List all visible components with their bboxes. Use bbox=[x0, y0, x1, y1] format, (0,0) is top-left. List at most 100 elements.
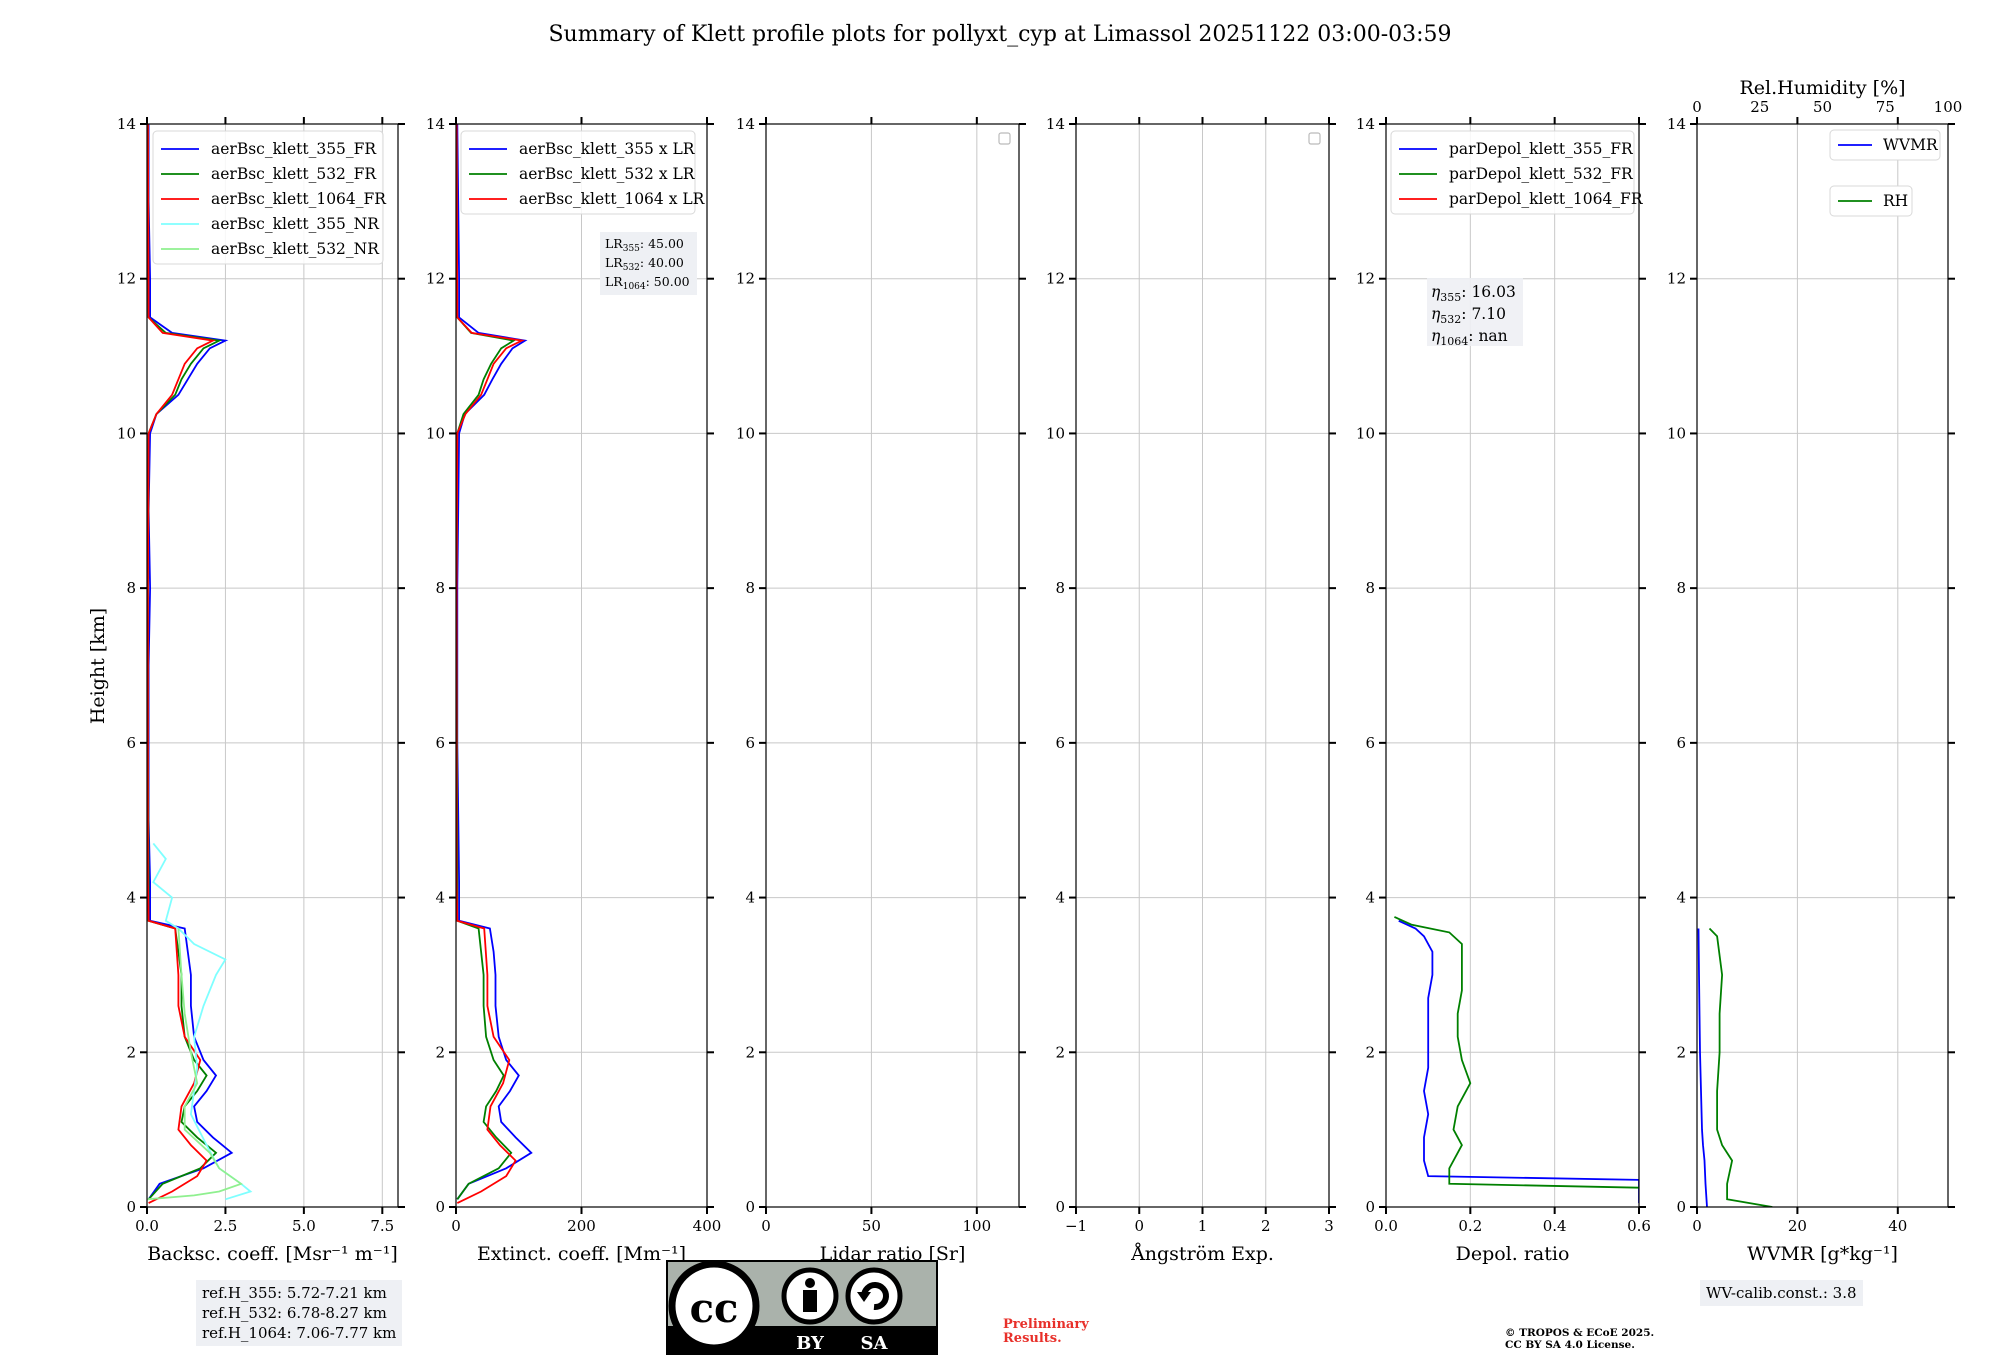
panel-backscatter: 0 2 4 6 8 10 12 14 0.0 2.5 5.0 7.5 Backsc. coeff. [M… bbox=[117, 115, 405, 1265]
cc-sa-text: SA bbox=[861, 1333, 889, 1354]
xtick-label: 2.5 bbox=[214, 1217, 238, 1235]
xtick-label: 3 bbox=[1324, 1217, 1334, 1235]
ytick-label: 8 bbox=[745, 579, 755, 597]
eta-1064: η1064: nan bbox=[1431, 327, 1508, 348]
legend-frame bbox=[1829, 129, 1941, 161]
ytick-label: 14 bbox=[736, 115, 755, 133]
series-aerBsc_klett_1064_FR bbox=[147, 124, 216, 1204]
ytick-label: 4 bbox=[1676, 889, 1686, 907]
empty-legend-box bbox=[998, 132, 1011, 145]
ytick-label: 8 bbox=[1676, 579, 1686, 597]
ytick-label: 12 bbox=[1356, 270, 1375, 288]
panel-wvmr: 0 2 4 6 8 10 12 14 0 20 40 WVMR [g*kg⁻¹] 0 25 50 75 100 R… bbox=[1667, 77, 1962, 1265]
legend-frame bbox=[152, 130, 384, 265]
series-WVMR bbox=[1697, 928, 1708, 1207]
ref-height-1064: ref.H_1064: 7.06-7.77 km bbox=[202, 1324, 397, 1342]
legend-label: WVMR bbox=[1883, 136, 1939, 154]
series-aerBsc_klett_355 x LR bbox=[456, 124, 533, 1200]
ytick-label: 8 bbox=[1365, 579, 1375, 597]
ytick-label: 12 bbox=[736, 270, 755, 288]
cc-by-text: BY bbox=[796, 1333, 825, 1354]
ytick-label: 6 bbox=[1676, 734, 1686, 752]
xtick-label: 0 bbox=[761, 1217, 771, 1235]
xtick-label: 2 bbox=[1261, 1217, 1271, 1235]
ytick-label: 4 bbox=[1055, 889, 1065, 907]
ytick-label: 4 bbox=[745, 889, 755, 907]
axes-frame bbox=[146, 123, 399, 1208]
ytick-label: 14 bbox=[1667, 115, 1686, 133]
ytick-label: 10 bbox=[426, 424, 445, 442]
series-aerBsc_klett_355_FR bbox=[147, 124, 234, 1200]
ytick-label: 10 bbox=[1046, 424, 1065, 442]
ytick-label: 10 bbox=[736, 424, 755, 442]
ytick-label: 6 bbox=[1055, 734, 1065, 752]
legend-label: aerBsc_klett_532_FR bbox=[211, 165, 377, 183]
series-aerBsc_klett_532 x LR bbox=[456, 124, 517, 1200]
top-xaxis-label: Rel.Humidity [%] bbox=[1739, 77, 1905, 99]
ytick-label: 12 bbox=[1667, 270, 1686, 288]
legend-label: aerBsc_klett_1064_FR bbox=[211, 190, 387, 208]
axes-frame bbox=[1696, 123, 1949, 1208]
series-aerBsc_klett_1064 x LR bbox=[456, 124, 525, 1204]
ytick-label: 4 bbox=[126, 889, 136, 907]
ytick-label: 10 bbox=[1356, 424, 1375, 442]
preliminary-label: Preliminary Results. bbox=[1003, 1318, 1089, 1346]
legend-label: aerBsc_klett_532_NR bbox=[211, 240, 380, 258]
cc-logo-text: cc bbox=[690, 1285, 739, 1332]
legend-label: parDepol_klett_1064_FR bbox=[1449, 190, 1644, 208]
ref-height-355: ref.H_355: 5.72-7.21 km bbox=[202, 1284, 387, 1302]
top-xtick-label: 100 bbox=[1934, 98, 1963, 116]
ytick-label: 6 bbox=[126, 734, 136, 752]
xtick-label: 0.0 bbox=[135, 1217, 159, 1235]
copyright-line-2: CC BY SA 4.0 License. bbox=[1505, 1339, 1635, 1351]
series-aerBsc_klett_532_FR bbox=[147, 124, 223, 1200]
preliminary-line-1: Preliminary bbox=[1003, 1317, 1089, 1332]
legend-extinction: aerBsc_klett_355 x LR aerBsc_klett_532 x … bbox=[460, 130, 706, 215]
legend-label: aerBsc_klett_355_NR bbox=[211, 215, 380, 233]
xaxis-label: Ångström Exp. bbox=[1130, 1243, 1274, 1265]
ytick-label: 8 bbox=[126, 579, 136, 597]
copyright-line-1: © TROPOS & ECoE 2025. bbox=[1505, 1327, 1655, 1339]
xtick-label: 400 bbox=[693, 1217, 722, 1235]
series-parDepol_klett_532_FR bbox=[1394, 916, 1639, 1189]
xaxis-label: Backsc. coeff. [Msr⁻¹ m⁻¹] bbox=[147, 1243, 398, 1265]
legend-label: RH bbox=[1883, 192, 1908, 210]
legend-frame bbox=[1390, 130, 1635, 215]
series-RH bbox=[1708, 927, 1773, 1207]
ytick-label: 0 bbox=[1676, 1198, 1686, 1216]
xtick-label: 40 bbox=[1888, 1217, 1907, 1235]
xtick-label: 100 bbox=[963, 1217, 992, 1235]
legend-frame bbox=[460, 130, 696, 215]
legend-label: parDepol_klett_355_FR bbox=[1449, 140, 1634, 158]
top-xtick-label: 25 bbox=[1750, 98, 1769, 116]
ytick-label: 0 bbox=[1055, 1198, 1065, 1216]
xtick-label: 5.0 bbox=[292, 1217, 316, 1235]
lidar-ratio-355: LR355: 45.00 bbox=[605, 236, 684, 254]
ytick-label: 0 bbox=[745, 1198, 755, 1216]
xtick-label: 0 bbox=[1692, 1217, 1702, 1235]
xaxis-label: Depol. ratio bbox=[1456, 1243, 1570, 1265]
panel-lidar-ratio: 0 2 4 6 8 10 12 14 0 50 100 Lidar ratio [Sr] bbox=[736, 115, 1026, 1265]
legend-wvmr: WVMR RH bbox=[1829, 129, 1941, 217]
xtick-label: 0 bbox=[451, 1217, 461, 1235]
series-aerBsc_klett_532_NR bbox=[147, 928, 244, 1201]
axes-frame bbox=[765, 123, 1020, 1208]
eta-532: η532: 7.10 bbox=[1431, 305, 1506, 326]
ytick-label: 8 bbox=[435, 579, 445, 597]
xtick-label: 7.5 bbox=[370, 1217, 394, 1235]
lidar-ratio-532: LR532: 40.00 bbox=[605, 255, 684, 273]
ytick-label: 2 bbox=[745, 1043, 755, 1061]
xtick-label: 0.0 bbox=[1374, 1217, 1398, 1235]
preliminary-line-2: Results. bbox=[1003, 1331, 1062, 1346]
top-xtick-label: 0 bbox=[1692, 98, 1702, 116]
wv-calib-box: WV-calib.const.: 3.8 bbox=[1700, 1280, 1863, 1306]
copyright-notice: © TROPOS & ECoE 2025. CC BY SA 4.0 Licen… bbox=[1505, 1327, 1654, 1351]
xtick-label: 20 bbox=[1788, 1217, 1807, 1235]
ytick-label: 0 bbox=[126, 1198, 136, 1216]
legend-label: aerBsc_klett_355 x LR bbox=[519, 140, 696, 158]
xtick-label: 0.2 bbox=[1458, 1217, 1482, 1235]
cc-by-sa-logo: cc BY SA bbox=[666, 1260, 938, 1355]
ytick-label: 0 bbox=[435, 1198, 445, 1216]
legend-label: aerBsc_klett_355_FR bbox=[211, 140, 377, 158]
